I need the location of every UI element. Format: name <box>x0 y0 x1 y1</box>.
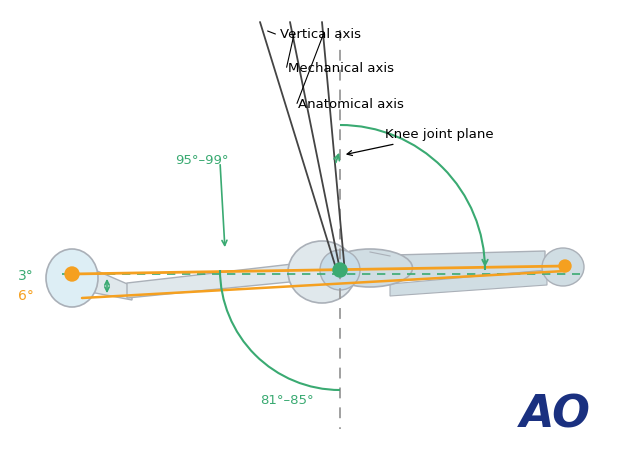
Ellipse shape <box>46 249 98 307</box>
Text: 6°: 6° <box>18 289 34 303</box>
Text: Knee joint plane: Knee joint plane <box>347 128 494 156</box>
Text: 3°: 3° <box>18 269 33 283</box>
Circle shape <box>333 263 347 277</box>
Polygon shape <box>90 268 132 300</box>
Text: 95°–99°: 95°–99° <box>175 153 229 167</box>
Circle shape <box>320 250 360 290</box>
Polygon shape <box>127 262 310 298</box>
Text: Mechanical axis: Mechanical axis <box>288 62 394 75</box>
Text: Anatomical axis: Anatomical axis <box>298 98 404 111</box>
Text: 81°–85°: 81°–85° <box>260 393 314 407</box>
Circle shape <box>559 260 571 272</box>
Polygon shape <box>355 251 545 284</box>
Text: AO: AO <box>520 393 590 437</box>
Circle shape <box>65 267 79 281</box>
Ellipse shape <box>327 249 412 287</box>
Polygon shape <box>390 270 547 296</box>
Text: Vertical axis: Vertical axis <box>280 28 361 41</box>
Ellipse shape <box>542 248 584 286</box>
Ellipse shape <box>288 241 356 303</box>
